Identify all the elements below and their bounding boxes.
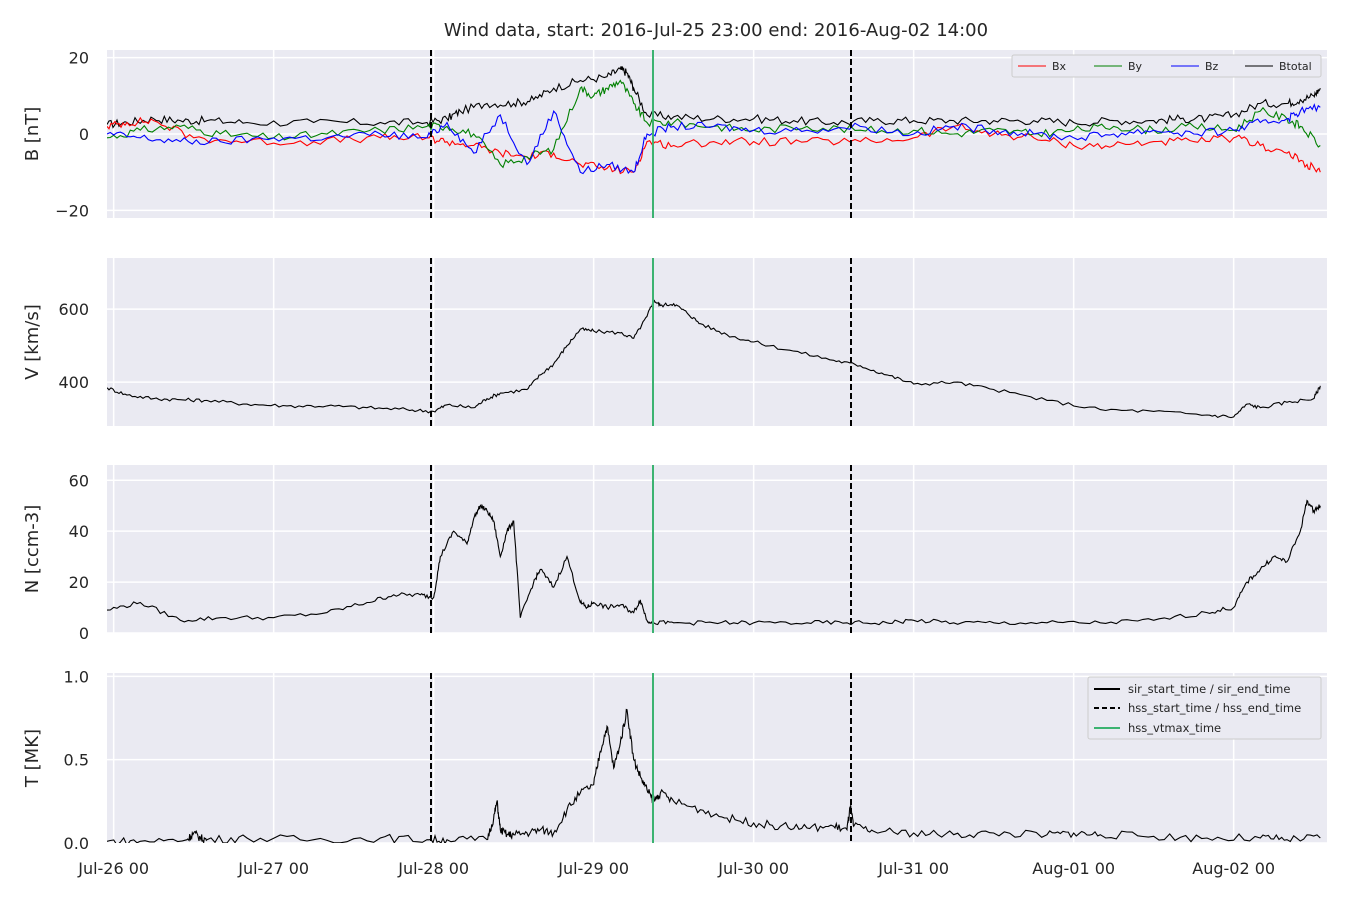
series-group-v bbox=[107, 299, 1321, 419]
ylabel-t: T [MK] bbox=[22, 729, 43, 788]
legend-vtmax-label: hss_vtmax_time bbox=[1128, 721, 1221, 735]
panels: 20 0 −20 B [nT] 600 400 V [km/s] 60 40 20 0 N [ccm-… bbox=[22, 49, 1327, 853]
panel-n: 60 40 20 0 N [ccm-3] bbox=[22, 465, 1327, 643]
ytick-t-1: 0.5 bbox=[64, 751, 89, 770]
xtick-6: Aug-01 00 bbox=[1032, 859, 1115, 878]
series-t bbox=[107, 708, 1321, 843]
xtick-3: Jul-29 00 bbox=[557, 859, 629, 878]
legend-hss-label: hss_start_time / hss_end_time bbox=[1128, 701, 1301, 715]
ytick-b-2: −20 bbox=[55, 201, 89, 220]
legend-bz-label: Bz bbox=[1205, 60, 1219, 73]
legend-btotal-label: Btotal bbox=[1279, 60, 1312, 73]
series-bx bbox=[107, 116, 1321, 175]
legend-t: sir_start_time / sir_end_time hss_start_… bbox=[1087, 676, 1322, 740]
series-group-n bbox=[107, 499, 1321, 626]
ytick-t-0: 1.0 bbox=[64, 667, 89, 686]
ytick-v-0: 600 bbox=[58, 300, 89, 319]
ytick-v-1: 400 bbox=[58, 373, 89, 392]
series-btotal bbox=[107, 66, 1321, 129]
ytick-n-0: 60 bbox=[69, 471, 89, 490]
ytick-t-2: 0.0 bbox=[64, 834, 89, 853]
series-v bbox=[107, 299, 1321, 419]
x-axis-ticks: Jul-26 00 Jul-27 00 Jul-28 00 Jul-29 00 Jul-… bbox=[77, 859, 1275, 878]
series-n bbox=[107, 499, 1321, 626]
legend-t-box bbox=[1087, 676, 1322, 740]
ytick-n-1: 40 bbox=[69, 522, 89, 541]
xtick-2: Jul-28 00 bbox=[397, 859, 469, 878]
ylabel-b: B [nT] bbox=[22, 107, 43, 162]
legend-sir-label: sir_start_time / sir_end_time bbox=[1128, 682, 1290, 696]
ylabel-v: V [km/s] bbox=[22, 304, 43, 379]
series-group-t bbox=[107, 708, 1321, 843]
panel-n-background bbox=[107, 465, 1327, 633]
ytick-b-0: 20 bbox=[69, 49, 89, 68]
legend-b-box bbox=[1011, 54, 1322, 78]
series-group-b bbox=[107, 66, 1321, 175]
legend-by-label: By bbox=[1128, 60, 1143, 73]
xtick-4: Jul-30 00 bbox=[717, 859, 789, 878]
xtick-1: Jul-27 00 bbox=[237, 859, 309, 878]
xtick-0: Jul-26 00 bbox=[77, 859, 149, 878]
panel-b: 20 0 −20 B [nT] bbox=[22, 49, 1327, 220]
ylabel-n: N [ccm-3] bbox=[22, 505, 43, 594]
chart-title: Wind data, start: 2016-Jul-25 23:00 end:… bbox=[444, 20, 988, 41]
panel-v-background bbox=[107, 258, 1327, 426]
legend-bx-label: Bx bbox=[1052, 60, 1067, 73]
ytick-n-3: 0 bbox=[79, 624, 89, 643]
ytick-n-2: 20 bbox=[69, 573, 89, 592]
ytick-b-1: 0 bbox=[79, 125, 89, 144]
legend-b: Bx By Bz Btotal bbox=[1011, 54, 1322, 78]
panel-v: 600 400 V [km/s] bbox=[22, 258, 1327, 426]
xtick-7: Aug-02 00 bbox=[1192, 859, 1275, 878]
xtick-5: Jul-31 00 bbox=[877, 859, 949, 878]
series-bz bbox=[107, 103, 1321, 175]
